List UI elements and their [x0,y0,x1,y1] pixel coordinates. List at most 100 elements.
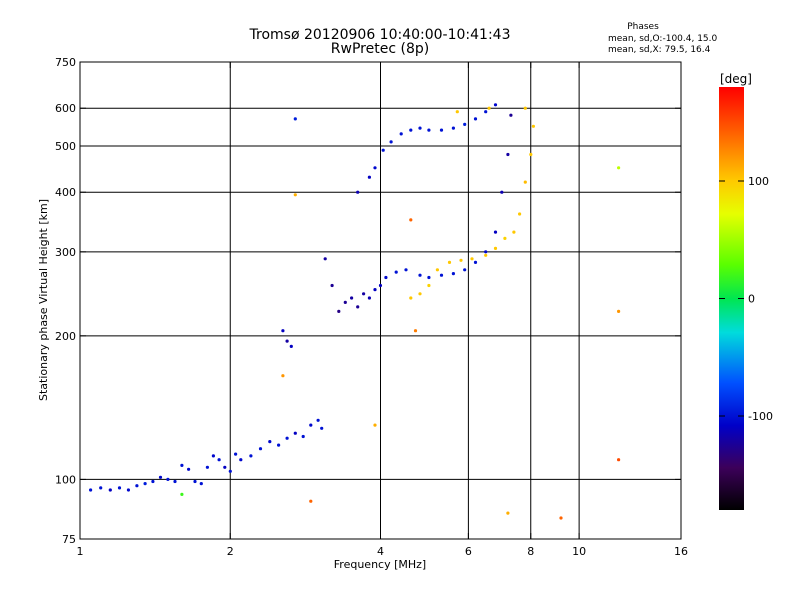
data-point [459,258,463,262]
stats-line-x: mean, sd,X: 79.5, 16.4 [608,45,711,55]
y-tick-label: 300 [55,246,76,259]
data-point [523,106,527,110]
data-point [509,113,513,117]
data-point [427,283,431,288]
data-point [518,212,522,216]
data-point [506,511,510,515]
data-point [320,426,324,430]
data-point [199,482,203,486]
data-point [506,152,510,157]
data-point [258,447,263,451]
data-point [503,236,507,240]
data-point [484,253,488,257]
x-tick-label: 4 [377,545,384,558]
x-tick-label: 10 [572,545,586,558]
y-tick-label: 600 [55,102,76,115]
data-point [117,486,122,490]
data-point [337,309,341,313]
data-point [362,292,366,296]
data-point [404,268,408,272]
data-point [180,463,184,467]
data-point [289,344,293,348]
y-axis-label: Stationary phase Virtual Height [km] [37,199,50,401]
data-point [531,124,536,128]
colorbar-ticks: 100 0 -100 [719,175,773,423]
data-point [487,106,491,110]
data-point [451,126,455,130]
data-point [389,140,393,144]
data-point [205,465,209,469]
data-point [135,484,139,488]
colorbar-tick-label: 0 [748,293,755,306]
data-point [293,117,297,121]
data-point [193,479,197,484]
data-point [285,339,289,343]
data-point [493,230,498,234]
data-point [427,275,431,280]
data-point [158,475,163,479]
x-tick-label: 1 [77,545,84,558]
stats-title: Phases [627,22,659,32]
data-point [343,300,347,304]
data-point [173,479,177,484]
data-point [99,486,103,490]
data-point [330,283,334,288]
data-point [108,488,112,492]
data-point [211,454,215,458]
data-point [356,190,360,194]
data-point [413,329,418,333]
data-point [559,516,563,520]
colorbar-label: [deg] [720,72,752,86]
data-point [293,193,297,197]
data-point [373,166,377,170]
data-point [281,374,285,378]
axis-ticks: 1 2 4 6 8 10 16 75 100 200 300 400 500 600 750 [55,56,688,558]
data-point [151,479,155,484]
data-point [529,152,533,157]
x-tick-label: 16 [674,545,688,558]
data-point [228,469,232,473]
data-point [500,190,504,194]
data-point [277,443,281,447]
data-point [285,436,289,440]
data-point [470,257,474,261]
x-axis-label: Frequency [MHz] [334,558,426,571]
data-point [281,329,285,333]
data-point [439,128,444,132]
data-point [427,128,431,132]
data-point [493,103,498,107]
y-tick-label: 750 [55,56,76,69]
data-point [617,458,621,462]
y-tick-label: 100 [55,473,76,486]
data-point [89,488,93,492]
data-point [399,132,403,136]
data-point [617,166,621,170]
stats-line-o: mean, sd,O:-100.4, 15.0 [608,34,718,44]
data-point [143,482,147,486]
data-point [447,260,452,264]
data-point [223,465,227,469]
data-point [367,175,371,179]
data-point [418,292,422,296]
data-point [309,499,313,503]
colorbar-tick-label: -100 [748,410,773,423]
data-point [484,110,488,114]
data-point [418,273,422,277]
data-point [523,180,527,184]
data-point [384,275,388,280]
data-point [439,273,444,277]
data-point [435,268,439,272]
data-point [316,418,320,422]
data-point [350,296,354,300]
data-point [455,110,459,114]
data-point [493,246,498,250]
data-point [378,283,383,288]
y-tick-label: 200 [55,330,76,343]
data-point [309,423,313,427]
data-point [512,230,516,234]
data-point [234,452,238,456]
data-point [373,288,377,292]
data-point [356,305,360,309]
chart-title: Tromsø 20120906 10:40:00-10:41:43 [249,27,511,43]
data-point [373,423,377,427]
